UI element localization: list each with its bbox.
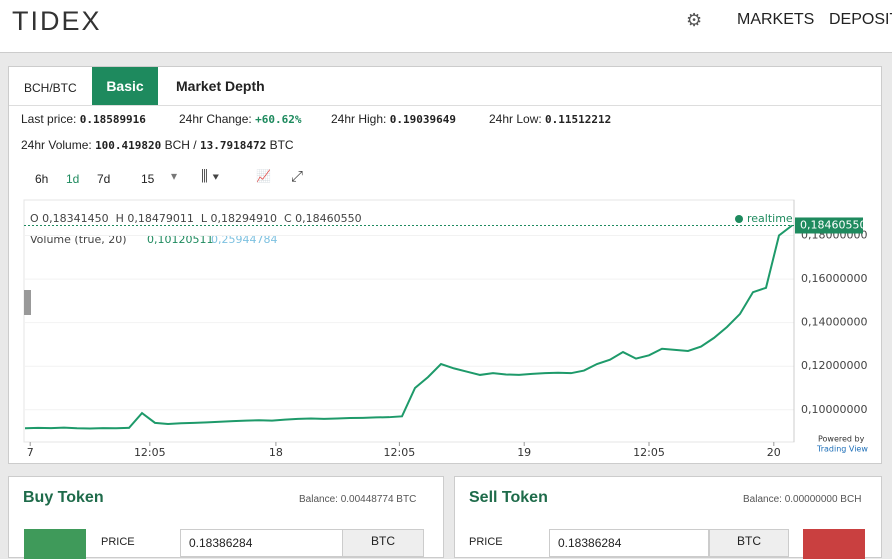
price-input[interactable]: 0.18386284 (180, 529, 350, 557)
x-tick-label: 7 (27, 446, 34, 459)
balance: Balance: 0.00000000 BCH (743, 494, 862, 505)
indicators[interactable]: 📈 (256, 169, 271, 183)
realtime: realtime (747, 212, 793, 225)
buy-panel: Buy Token Balance: 0.00448774 BTC PRICE … (8, 476, 444, 559)
price-tag (795, 217, 863, 234)
field-label: PRICE (101, 536, 135, 548)
volume-value: 0,10120511 (147, 233, 213, 246)
interval[interactable]: 6h (35, 172, 49, 186)
stat: 24hr Change: +60.62% (179, 112, 301, 126)
sell-button[interactable] (803, 529, 865, 559)
unit: BTC (269, 138, 294, 152)
y-tick-label: 0,12000000 (801, 359, 867, 372)
realtime-dot (735, 215, 743, 223)
stat: 24hr Volume: 100.419820 BCH / 13.7918472… (21, 138, 294, 152)
unit: BTC (342, 529, 424, 557)
x-tick-label: 18 (269, 446, 283, 459)
label: 24hr High: (331, 112, 387, 126)
side-handle[interactable] (24, 290, 31, 315)
tab[interactable]: BCH/BTC (24, 81, 77, 95)
unit: BCH / (164, 138, 197, 152)
x-tick-label: 20 (767, 446, 781, 459)
settings-icon[interactable]: ⚙ (686, 10, 703, 30)
ohlc-legend: O 0,18341450 H 0,18479011 L 0,18294910 C… (30, 212, 362, 225)
label: Last price: (21, 112, 77, 126)
fullscreen[interactable]: ⤢ (291, 168, 304, 185)
stat: Last price: 0.18589916 (21, 112, 146, 126)
value: 0.11512212 (545, 113, 612, 126)
buy-button[interactable] (24, 529, 86, 559)
header: TIDEX ⚙ MARKETS DEPOSIT (0, 0, 892, 53)
interval[interactable]: 7d (97, 172, 111, 186)
dropdown[interactable]: ▾ (171, 169, 178, 183)
interval[interactable]: 1d (66, 172, 80, 186)
logo[interactable]: TIDEX (12, 6, 102, 36)
chart: O 0,18341450 H 0,18479011 L 0,18294910 C… (23, 199, 868, 459)
volume-legend: Volume (true, 20) (30, 233, 127, 246)
credit: Powered by (818, 435, 865, 444)
balance: Balance: 0.00448774 BTC (299, 494, 417, 505)
credit-link[interactable]: Trading View (816, 445, 868, 454)
tab-active[interactable]: Basic (92, 67, 158, 105)
value: +60.62% (255, 113, 302, 126)
value: 0.18589916 (79, 113, 146, 126)
label: 24hr Low: (489, 112, 542, 126)
value: 100.419820 (95, 139, 162, 152)
x-tick-label: 19 (517, 446, 531, 459)
label: 24hr Volume: (21, 138, 92, 152)
y-tick-label: 0,16000000 (801, 272, 867, 285)
panel-title: Buy Token (23, 489, 104, 506)
x-tick-label: 12:05 (134, 446, 166, 459)
interval-select[interactable]: 15 (141, 172, 155, 186)
divider (9, 105, 881, 106)
volume-value: 0,25944784 (211, 233, 277, 246)
x-tick-label: 12:05 (633, 446, 665, 459)
nav-link[interactable]: DEPOSIT (829, 11, 892, 28)
sell-panel: Sell Token Balance: 0.00000000 BCH PRICE… (454, 476, 882, 559)
label: 24hr Change: (179, 112, 252, 126)
value: 0.19039649 (389, 113, 456, 126)
x-tick-label: 12:05 (384, 446, 416, 459)
nav-link[interactable]: MARKETS (737, 11, 815, 28)
plot-area (23, 199, 795, 443)
price-input[interactable]: 0.18386284 (549, 529, 709, 557)
unit: BTC (709, 529, 789, 557)
chart-type[interactable]: ⫼ ▾ (201, 168, 220, 185)
stat: 24hr Low: 0.11512212 (489, 112, 611, 126)
value: 13.7918472 (200, 139, 267, 152)
price-line (24, 224, 793, 430)
stat: 24hr High: 0.19039649 (331, 112, 456, 126)
y-tick-label: 0,14000000 (801, 316, 867, 329)
field-label: PRICE (469, 536, 503, 548)
y-tick-label: 0,10000000 (801, 403, 867, 416)
tab[interactable]: Market Depth (176, 78, 265, 94)
price-tag-label: 0,18460550 (800, 218, 866, 231)
panel-title: Sell Token (469, 489, 548, 506)
